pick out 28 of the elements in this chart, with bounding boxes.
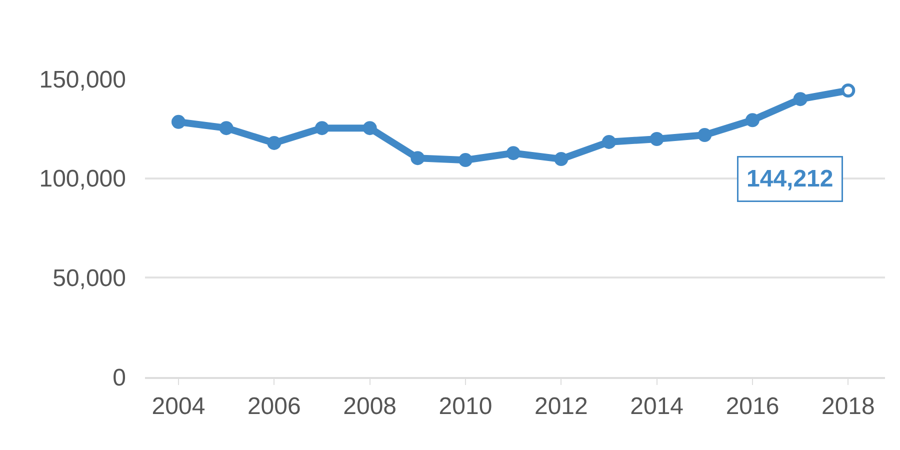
point	[841, 84, 856, 98]
point	[554, 152, 568, 166]
point	[362, 121, 377, 136]
x-tick-label: 2010	[438, 392, 492, 420]
point	[506, 146, 520, 160]
y-tick-label: 0	[112, 364, 126, 392]
y-tick-label: 150,000	[39, 66, 126, 94]
point	[698, 128, 712, 142]
point	[267, 136, 282, 150]
x-tick-label: 2006	[247, 392, 301, 420]
point	[650, 132, 664, 146]
text: 144,212	[746, 166, 834, 192]
point	[314, 121, 329, 136]
point	[793, 92, 808, 106]
x-tick-label: 2016	[726, 392, 780, 420]
x-tick-label: 2018	[821, 392, 875, 420]
x-tick-label: 2014	[630, 392, 684, 420]
point	[410, 151, 425, 166]
x-tick-label: 2012	[534, 392, 588, 420]
y-tick-label: 100,000	[39, 166, 126, 193]
point	[171, 114, 186, 129]
point	[602, 134, 616, 149]
point	[746, 113, 760, 128]
point	[458, 153, 472, 168]
y-tick-label: 50,000	[52, 265, 126, 292]
x-tick-label: 2004	[152, 392, 206, 420]
x-tick-label: 2008	[343, 392, 397, 420]
point	[219, 121, 234, 136]
